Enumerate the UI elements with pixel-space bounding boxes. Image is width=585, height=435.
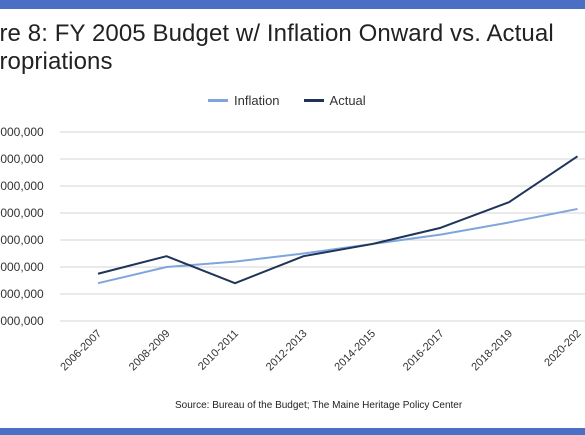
chart-legend: Inflation Actual bbox=[208, 93, 390, 108]
y-tick-label: ,000,000 bbox=[0, 314, 44, 328]
y-tick-label: ,000,000 bbox=[0, 287, 44, 301]
y-tick-label: ,000,000 bbox=[0, 179, 44, 193]
x-tick-label: 2010-2011 bbox=[196, 328, 241, 373]
series-line-inflation bbox=[97, 207, 578, 285]
legend-item-actual: Actual bbox=[303, 93, 366, 108]
y-tick-label: ,000,000 bbox=[0, 152, 44, 166]
y-tick-label: ,000,000 bbox=[0, 206, 44, 220]
series-line-actual bbox=[97, 155, 579, 285]
x-tick-label: 2018-2019 bbox=[469, 328, 515, 374]
chart-title-line-1: ure 8: FY 2005 Budget w/ Inflation Onwar… bbox=[0, 20, 554, 47]
x-tick-label: 2020-202 bbox=[542, 328, 583, 369]
x-tick-label: 2012-2013 bbox=[264, 328, 310, 374]
x-tick-label: 2014-2015 bbox=[332, 328, 378, 374]
x-tick-label: 2006-2007 bbox=[58, 328, 104, 374]
legend-label-inflation: Inflation bbox=[234, 93, 280, 108]
chart-source-note: Source: Bureau of the Budget; The Maine … bbox=[175, 400, 463, 411]
x-tick-label: 2008-2009 bbox=[127, 328, 173, 374]
legend-swatch-actual bbox=[303, 99, 324, 102]
y-tick-label: ,000,000 bbox=[0, 233, 44, 247]
y-tick-label: ,000,000 bbox=[0, 125, 44, 139]
frame-top-bar bbox=[0, 0, 585, 9]
legend-item-inflation: Inflation bbox=[208, 93, 280, 108]
x-tick-label: 2016-2017 bbox=[401, 328, 447, 374]
y-tick-label: ,000,000 bbox=[0, 260, 44, 274]
legend-swatch-inflation bbox=[208, 99, 228, 102]
chart-title-line-2: propriations bbox=[0, 48, 113, 75]
legend-label-actual: Actual bbox=[329, 93, 366, 108]
frame-bottom-bar bbox=[0, 428, 585, 435]
